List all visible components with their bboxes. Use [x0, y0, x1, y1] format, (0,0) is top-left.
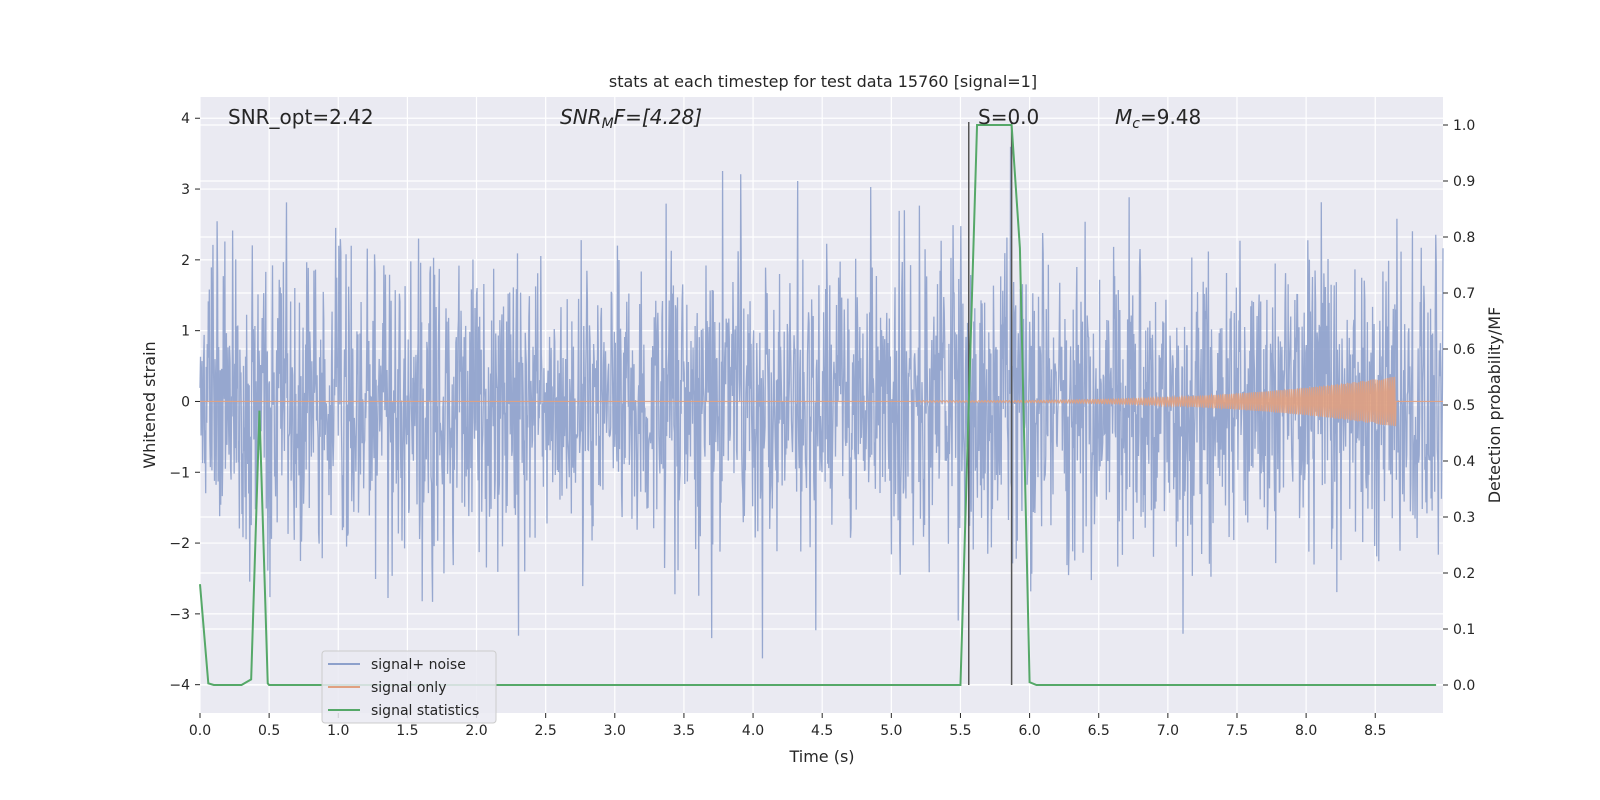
y-right-tick-label: 0.6 — [1453, 342, 1475, 358]
y-right-tick-label: 0.9 — [1453, 174, 1475, 190]
legend-box — [321, 650, 497, 724]
x-tick-label: 2.0 — [465, 723, 487, 739]
x-tick-label: 2.5 — [535, 723, 557, 739]
y-left-axis-label: Whitened strain — [140, 341, 159, 468]
x-axis-label: Time (s) — [788, 747, 854, 766]
y-right-tick-label: 0.2 — [1453, 566, 1475, 582]
series-signal-statistics — [199, 124, 1437, 686]
y-left-tick-label: 3 — [181, 182, 190, 198]
series-line-signal-only — [200, 376, 1443, 427]
y-left-axis-ticks: 4 3 2 1 0 −1 −2 −3 −4 — [169, 111, 200, 694]
y-right-tick-label: 0.0 — [1453, 678, 1475, 694]
y-right-tick-label: 0.4 — [1453, 454, 1475, 470]
legend-label-signal-only: signal only — [371, 680, 446, 696]
y-right-tick-label: 0.1 — [1453, 622, 1475, 638]
series-line-signal-statistics — [199, 124, 1437, 686]
legend-label-signal-statistics: signal statistics — [371, 703, 479, 719]
x-tick-label: 4.0 — [742, 723, 764, 739]
x-tick-label: 1.5 — [396, 723, 418, 739]
annotation-mc-rest: =9.48 — [1140, 105, 1201, 129]
series-line-signal-noise — [199, 146, 1444, 659]
annotation-snr-mf-sub: M — [602, 116, 614, 132]
x-tick-label: 8.5 — [1364, 723, 1386, 739]
x-tick-label: 0.0 — [189, 723, 211, 739]
y-right-tick-label: 0.5 — [1453, 398, 1475, 414]
y-left-tick-label: −3 — [169, 607, 190, 623]
annotation-snr-mf-rest: F=[4.28] — [614, 105, 702, 129]
y-left-tick-label: 1 — [181, 324, 190, 340]
y-right-tick-label: 0.7 — [1453, 286, 1475, 302]
annotation-mc: Mc=9.48 — [1115, 105, 1201, 132]
x-tick-label: 7.0 — [1157, 723, 1179, 739]
y-right-tick-label: 0.3 — [1453, 510, 1475, 526]
y-right-tick-label: 0.8 — [1453, 230, 1475, 246]
x-tick-label: 4.5 — [811, 723, 833, 739]
y-right-tick-label: 1.0 — [1453, 118, 1475, 134]
annotation-snr-mf-name: SNR — [560, 105, 602, 129]
y-left-tick-label: −1 — [169, 465, 190, 481]
y-right-axis-label: Detection probability/MF — [1485, 307, 1504, 504]
x-tick-label: 0.5 — [258, 723, 280, 739]
y-left-tick-label: −2 — [169, 536, 190, 552]
x-tick-label: 5.5 — [949, 723, 971, 739]
x-tick-label: 3.0 — [604, 723, 626, 739]
x-tick-label: 6.5 — [1088, 723, 1110, 739]
legend-label-signal-noise: signal+ noise — [371, 657, 466, 673]
y-left-tick-label: 2 — [181, 253, 190, 269]
y-left-tick-label: 0 — [181, 394, 190, 410]
annotation-snr-mf: SNRMF=[4.28] — [560, 105, 702, 132]
x-axis-ticks: 0.0 0.5 1.0 1.5 2.0 2.5 3.0 3.5 4.0 4.5 5.0 5.5 6.0 6… — [189, 713, 1386, 739]
annotation-snr-opt: SNR_opt=2.42 — [228, 105, 374, 129]
annotation-mc-sub: c — [1132, 116, 1140, 132]
x-tick-label: 3.5 — [673, 723, 695, 739]
x-tick-label: 6.0 — [1018, 723, 1040, 739]
annotation-s-value: S=0.0 — [978, 105, 1039, 129]
plot-title: stats at each timestep for test data 157… — [609, 72, 1037, 91]
y-left-tick-label: 4 — [181, 111, 190, 127]
series-signal-only — [200, 376, 1443, 427]
x-tick-label: 5.0 — [880, 723, 902, 739]
y-left-tick-label: −4 — [169, 678, 190, 694]
legend: signal+ noise signal only signal statist… — [321, 650, 497, 724]
x-tick-label: 8.0 — [1295, 723, 1317, 739]
x-tick-label: 1.0 — [327, 723, 349, 739]
x-tick-label: 7.5 — [1226, 723, 1248, 739]
y-right-axis-ticks: 1.0 0.9 0.8 0.7 0.6 0.5 0.4 0.3 0.2 0.1 0.0 — [1443, 118, 1475, 694]
annotation-mc-name: M — [1115, 105, 1132, 129]
series-signal-noise — [199, 146, 1444, 659]
